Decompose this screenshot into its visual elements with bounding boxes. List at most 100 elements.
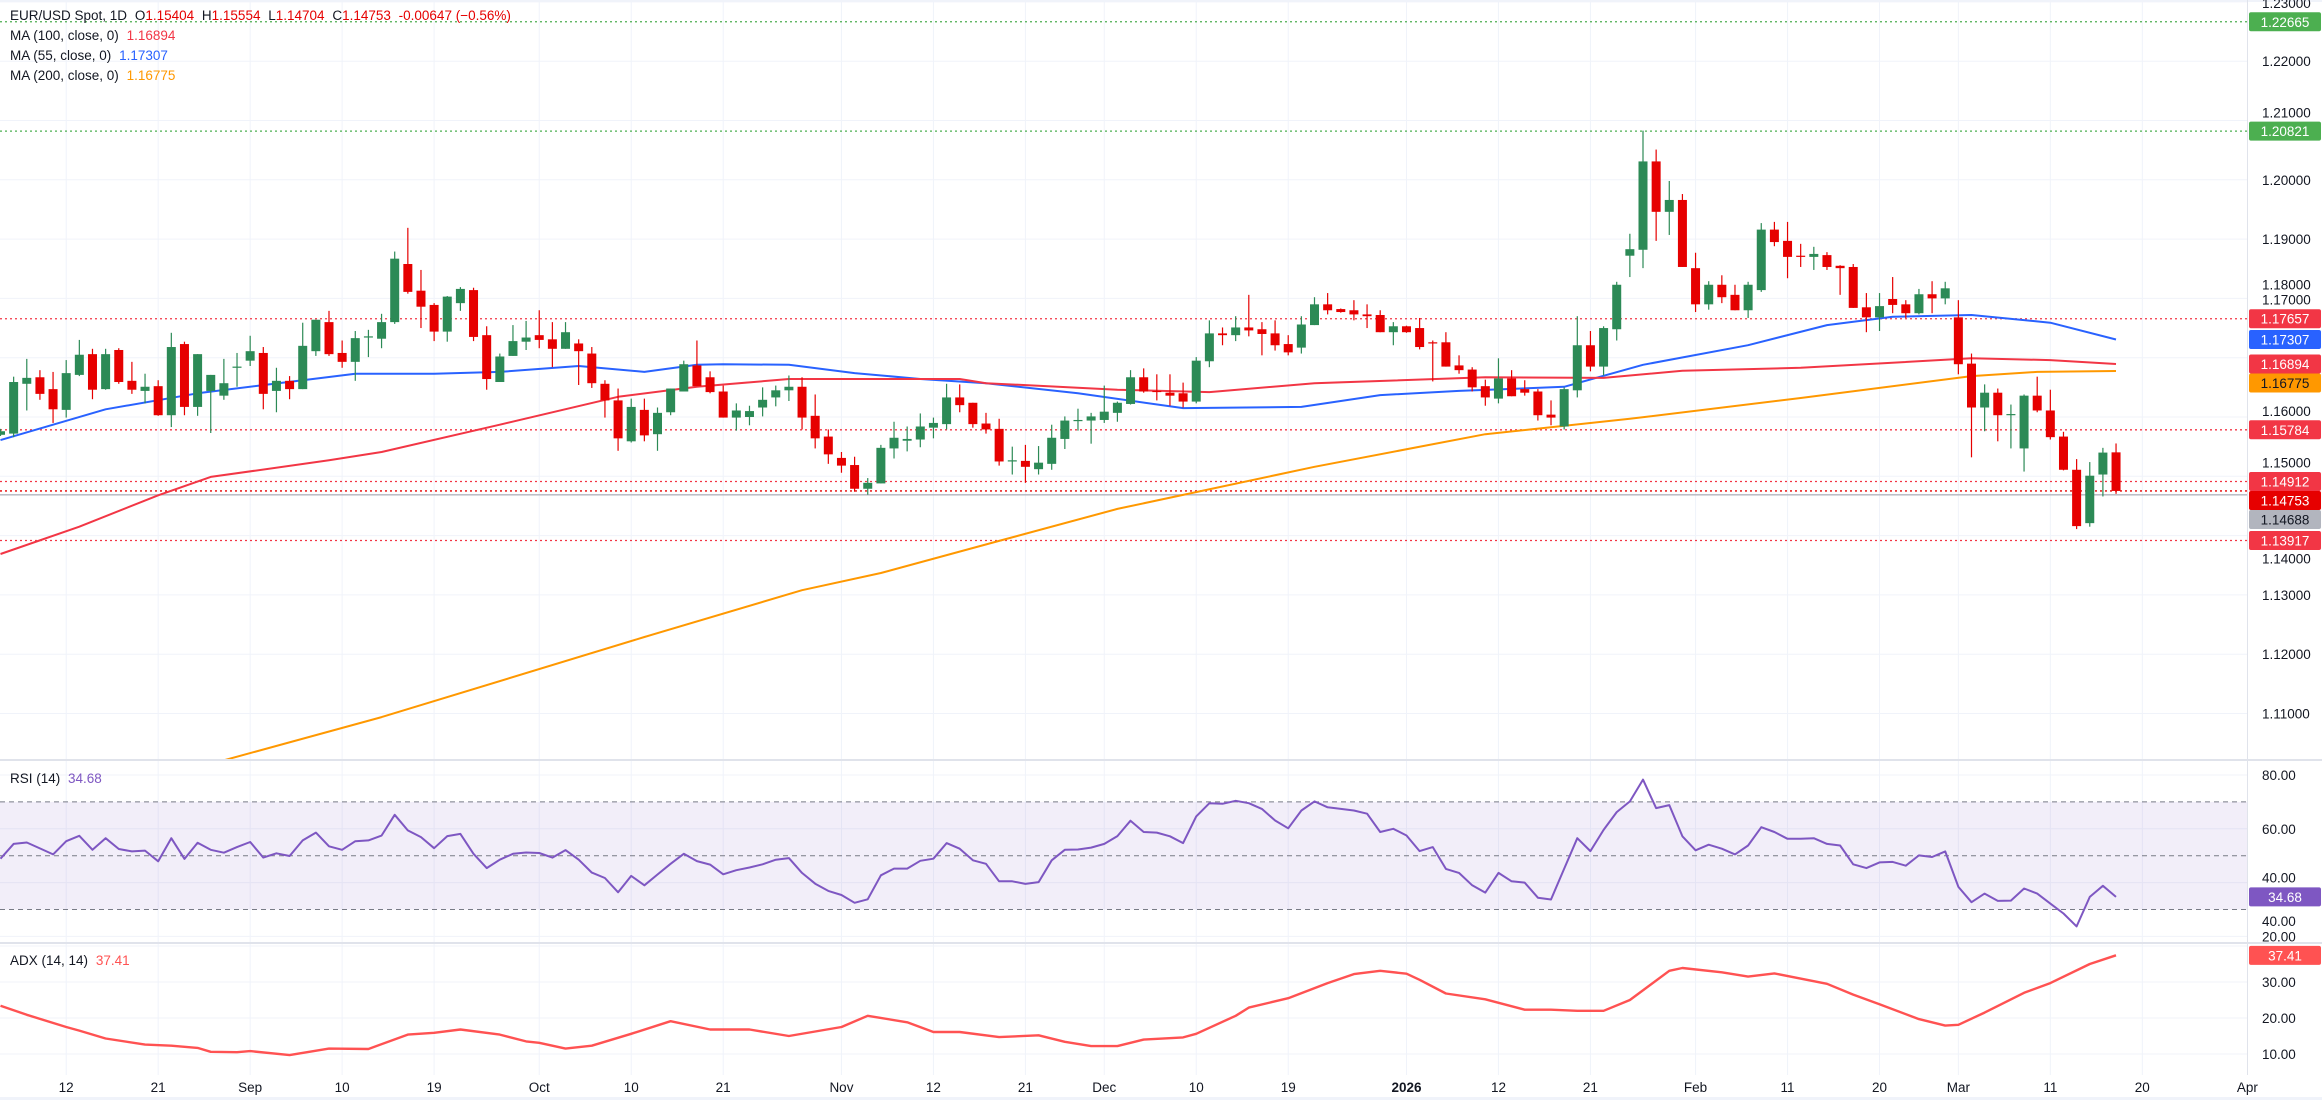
candle[interactable] [784, 375, 794, 401]
candle[interactable] [1848, 264, 1858, 308]
candle[interactable] [350, 331, 360, 381]
candle[interactable] [1717, 275, 1727, 304]
candle[interactable] [1967, 353, 1976, 458]
candle[interactable] [1520, 380, 1530, 396]
candle[interactable] [1691, 252, 1701, 313]
candle[interactable] [928, 417, 938, 439]
candle[interactable] [403, 227, 413, 294]
candle[interactable] [1020, 444, 1030, 483]
candle[interactable] [1034, 446, 1044, 475]
candle[interactable] [1467, 367, 1477, 392]
candle[interactable] [179, 341, 189, 416]
candle[interactable] [1638, 130, 1648, 269]
candle[interactable] [1401, 325, 1411, 333]
candle[interactable] [1336, 308, 1346, 313]
candle[interactable] [600, 380, 610, 418]
candle[interactable] [74, 339, 84, 377]
candle[interactable] [1533, 389, 1543, 421]
candle[interactable] [2072, 459, 2082, 530]
legend-ma55[interactable]: MA (55, close, 0) 1.17307 [10, 46, 172, 66]
candle[interactable] [35, 370, 45, 400]
candle[interactable] [1651, 149, 1661, 241]
candle[interactable] [101, 348, 111, 390]
candle[interactable] [1480, 379, 1490, 406]
candle[interactable] [587, 347, 597, 388]
candle[interactable] [9, 376, 19, 438]
candle[interactable] [1244, 294, 1254, 337]
legend-ma200[interactable]: MA (200, close, 0) 1.16775 [10, 66, 179, 86]
candle[interactable] [823, 429, 833, 464]
candle[interactable] [1756, 223, 1766, 292]
candle[interactable] [1415, 317, 1425, 350]
candle[interactable] [718, 385, 728, 418]
candle[interactable] [692, 340, 702, 387]
candle[interactable] [863, 478, 873, 495]
candle[interactable] [1612, 281, 1622, 341]
candle[interactable] [1730, 284, 1740, 311]
candle[interactable] [1585, 331, 1595, 372]
candle[interactable] [810, 394, 820, 449]
candle[interactable] [1323, 293, 1333, 315]
candle[interactable] [258, 347, 268, 410]
candle[interactable] [2098, 447, 2108, 497]
candle[interactable] [1769, 221, 1779, 247]
candle[interactable] [1152, 374, 1162, 401]
candle[interactable] [87, 348, 97, 400]
legend-ma100[interactable]: MA (100, close, 0) 1.16894 [10, 26, 179, 46]
candle[interactable] [666, 388, 676, 416]
candle[interactable] [942, 383, 952, 430]
candle[interactable] [534, 310, 544, 349]
candle[interactable] [429, 303, 439, 342]
candle[interactable] [1875, 293, 1885, 332]
candle[interactable] [1546, 400, 1556, 426]
candle[interactable] [1139, 368, 1149, 393]
candle[interactable] [679, 360, 689, 392]
candle[interactable] [705, 371, 715, 394]
candle[interactable] [955, 384, 965, 413]
candle[interactable] [1625, 233, 1635, 278]
candle[interactable] [245, 335, 255, 367]
candle[interactable] [1953, 300, 1963, 375]
candle[interactable] [1664, 180, 1674, 235]
candle[interactable] [22, 358, 32, 411]
candle[interactable] [298, 322, 308, 390]
candle[interactable] [639, 398, 649, 442]
candle[interactable] [2045, 389, 2055, 440]
candle[interactable] [797, 377, 807, 430]
candle[interactable] [994, 418, 1004, 466]
candle[interactable] [1296, 316, 1306, 354]
candle[interactable] [1375, 310, 1385, 333]
candle[interactable] [1980, 384, 1990, 432]
candle[interactable] [744, 405, 754, 426]
candle[interactable] [771, 385, 781, 407]
candle[interactable] [1796, 243, 1806, 267]
candle[interactable] [1099, 385, 1109, 423]
candle[interactable] [337, 340, 347, 368]
candle[interactable] [311, 319, 321, 356]
candle[interactable] [232, 352, 242, 387]
candle[interactable] [731, 403, 741, 431]
candle[interactable] [1507, 370, 1517, 397]
candle[interactable] [1743, 281, 1753, 318]
candle[interactable] [1783, 221, 1793, 279]
candle[interactable] [1927, 281, 1937, 314]
candle[interactable] [193, 354, 203, 416]
candle[interactable] [0, 428, 5, 436]
candle[interactable] [455, 287, 465, 311]
candle[interactable] [1809, 246, 1819, 270]
candle[interactable] [1559, 387, 1569, 430]
candle[interactable] [1047, 424, 1057, 470]
candle[interactable] [1704, 281, 1714, 310]
candle[interactable] [1599, 326, 1609, 376]
candle[interactable] [876, 444, 886, 484]
candle[interactable] [850, 456, 860, 492]
candle[interactable] [1888, 277, 1898, 314]
candle[interactable] [1178, 382, 1188, 408]
candle[interactable] [1428, 340, 1438, 382]
candle[interactable] [1283, 335, 1293, 356]
candle[interactable] [1165, 374, 1175, 406]
candle[interactable] [521, 320, 531, 350]
candle[interactable] [1231, 316, 1241, 342]
candle[interactable] [153, 380, 163, 416]
candle[interactable] [363, 329, 373, 358]
